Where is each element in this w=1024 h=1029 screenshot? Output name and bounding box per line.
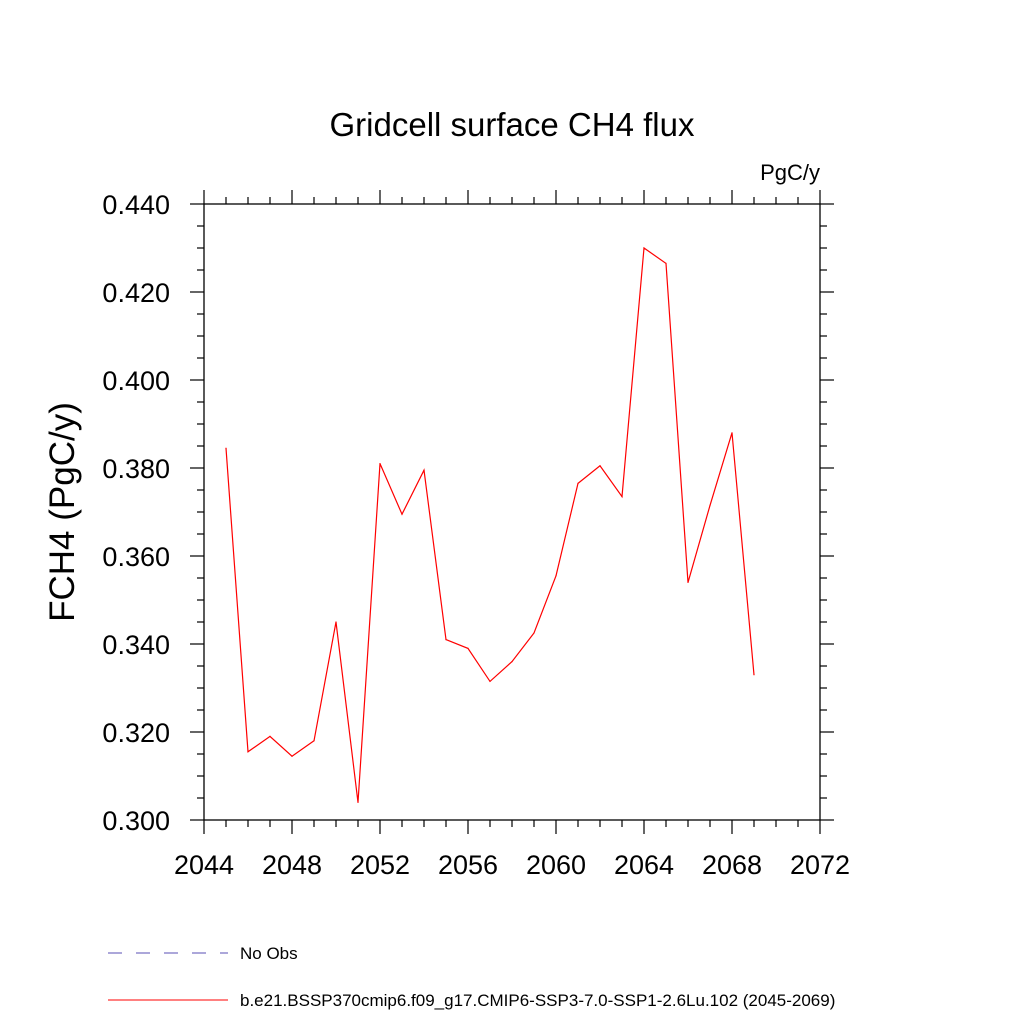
data-point bbox=[247, 751, 249, 753]
data-point bbox=[643, 247, 645, 249]
data-point bbox=[313, 740, 315, 742]
data-point bbox=[335, 621, 337, 623]
y-tick-label: 0.360 bbox=[102, 542, 170, 572]
data-point bbox=[423, 469, 425, 471]
plot-frame bbox=[203, 203, 821, 821]
data-point bbox=[753, 674, 755, 676]
data-point bbox=[687, 581, 689, 584]
chart-title: Gridcell surface CH4 flux bbox=[330, 106, 695, 143]
x-tick-label: 2064 bbox=[614, 850, 674, 880]
data-point bbox=[599, 465, 601, 467]
y-tick-label: 0.380 bbox=[102, 454, 170, 484]
y-tick-label: 0.400 bbox=[102, 366, 170, 396]
legend-label: b.e21.BSSP370cmip6.f09_g17.CMIP6-SSP3-7.… bbox=[240, 991, 835, 1010]
data-point bbox=[621, 496, 623, 498]
x-tick-labels: 2044 2048 2052 2056 2060 2064 2068 2072 bbox=[174, 850, 850, 880]
y-tick-label: 0.440 bbox=[102, 190, 170, 220]
data-point bbox=[489, 680, 491, 683]
units-label: PgC/y bbox=[760, 160, 820, 185]
x-tick-label: 2068 bbox=[702, 850, 762, 880]
x-tick-label: 2052 bbox=[350, 850, 410, 880]
data-point bbox=[533, 632, 535, 634]
data-point bbox=[445, 639, 447, 641]
data-point bbox=[225, 447, 227, 449]
y-tick-label: 0.340 bbox=[102, 630, 170, 660]
x-tick-label: 2072 bbox=[790, 850, 850, 880]
data-point bbox=[555, 575, 557, 577]
data-point bbox=[577, 482, 579, 484]
data-point bbox=[709, 504, 711, 506]
series-line bbox=[225, 246, 755, 803]
data-point bbox=[467, 647, 469, 650]
y-tick-label: 0.300 bbox=[102, 806, 170, 836]
y-axis-label: FCH4 (PgC/y) bbox=[43, 402, 82, 622]
data-point bbox=[511, 661, 513, 663]
legend-label: No Obs bbox=[240, 944, 298, 963]
data-point bbox=[291, 755, 293, 757]
x-tick-label: 2056 bbox=[438, 850, 498, 880]
y-tick-labels: 0.300 0.320 0.340 0.360 0.380 0.400 0.420 0.440 bbox=[102, 190, 170, 836]
axis-ticks bbox=[190, 190, 834, 834]
y-tick-label: 0.320 bbox=[102, 718, 170, 748]
data-point bbox=[357, 801, 359, 804]
series-layer bbox=[225, 246, 755, 804]
x-tick-label: 2060 bbox=[526, 850, 586, 880]
data-point bbox=[269, 735, 271, 738]
legend: No Obs b.e21.BSSP370cmip6.f09_g17.CMIP6-S… bbox=[108, 944, 835, 1010]
x-tick-label: 2048 bbox=[262, 850, 322, 880]
data-point bbox=[401, 513, 403, 515]
data-point bbox=[665, 262, 667, 264]
data-point bbox=[731, 432, 733, 434]
x-tick-label: 2044 bbox=[174, 850, 234, 880]
data-point bbox=[379, 463, 381, 465]
y-tick-label: 0.420 bbox=[102, 278, 170, 308]
